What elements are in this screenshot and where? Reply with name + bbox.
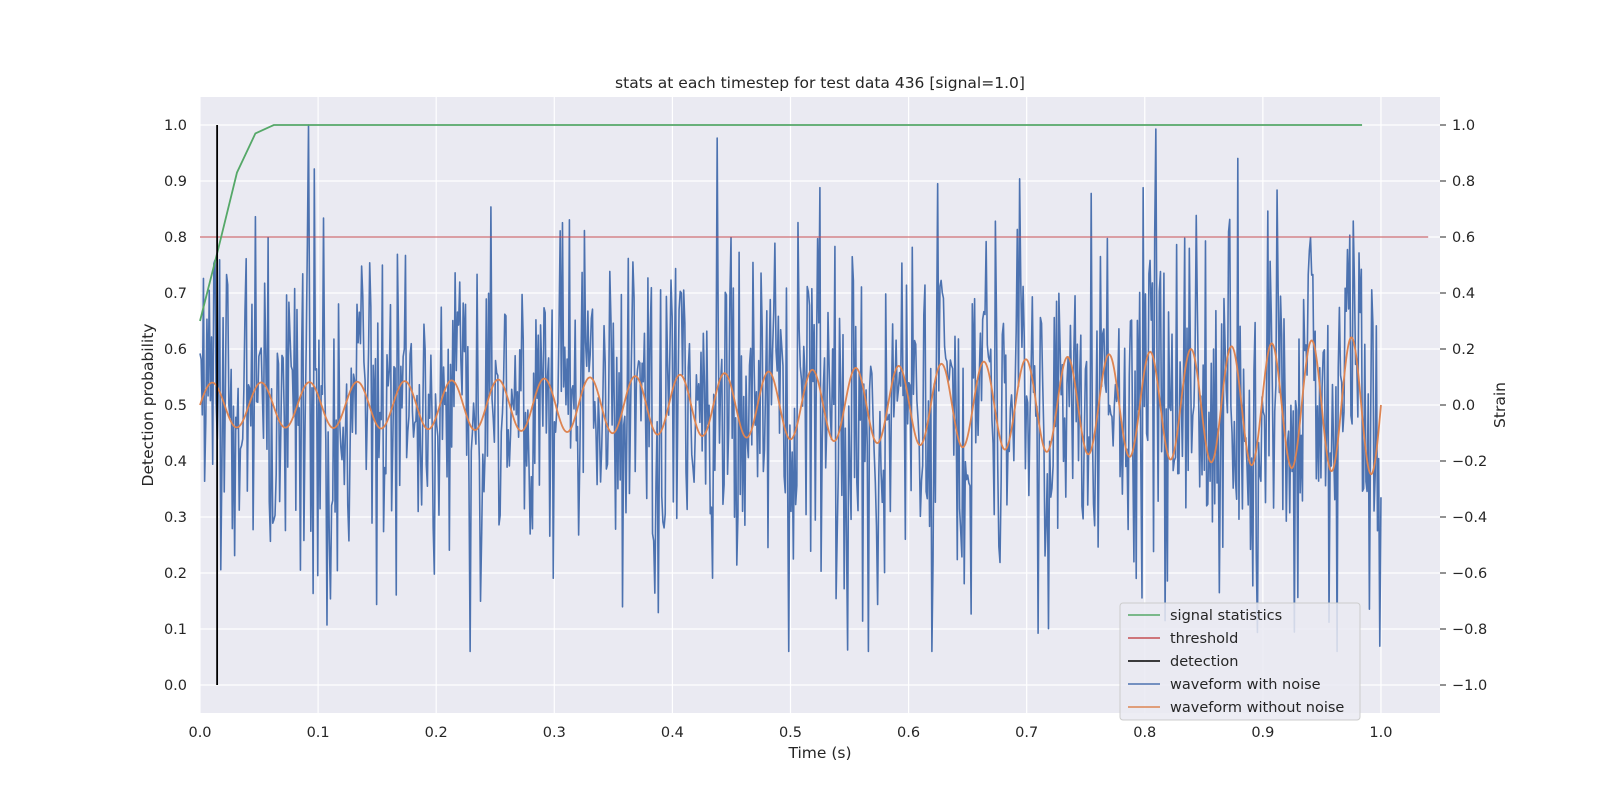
left-y-tick-label: 0.2 [164,566,187,582]
x-tick-label: 0.8 [1133,725,1156,741]
x-tick-label: 0.5 [779,725,802,741]
right-y-tick-label: −1.0 [1452,678,1487,694]
left-y-tick-label: 0.1 [164,622,187,638]
left-y-tick-label: 0.7 [164,286,187,302]
x-tick-label: 0.6 [897,725,920,741]
left-y-tick-label: 0.3 [164,510,187,526]
x-tick-label: 0.3 [543,725,566,741]
right-y-tick-label: −0.4 [1452,510,1487,526]
left-y-tick-label: 0.5 [164,398,187,414]
right-y-tick-label: −0.8 [1452,622,1487,638]
legend-label-signal-statistics: signal statistics [1170,608,1282,624]
left-y-tick-label: 0.0 [164,678,187,694]
x-tick-label: 0.7 [1015,725,1038,741]
right-y-tick-label: 0.0 [1452,398,1475,414]
legend-box [1119,602,1361,721]
chart-title: stats at each timestep for test data 436… [615,74,1025,92]
x-axis-label: Time (s) [787,744,851,762]
left-y-tick-label: 0.6 [164,342,187,358]
legend-label-waveform-without-noise: waveform without noise [1170,700,1344,716]
left-y-tick-label: 0.8 [164,230,187,246]
x-tick-label: 1.0 [1369,725,1392,741]
right-y-tick-label: 0.4 [1452,286,1475,302]
series-waveform-with-noise [199,124,1382,653]
series-waveform-without-noise [199,336,1382,476]
right-y-axis-label: Strain [1491,382,1509,428]
right-y-tick-label: −0.6 [1452,566,1487,582]
left-y-tick-label: 1.0 [164,118,187,134]
x-tick-label: 0.0 [188,725,211,741]
x-tick-label: 0.2 [425,725,448,741]
left-y-tick-label: 0.9 [164,174,187,190]
legend-label-waveform-with-noise: waveform with noise [1170,677,1321,693]
left-y-tick-label: 0.4 [164,454,187,470]
series [199,124,1429,685]
x-axis-ticks: 0.0 0.1 0.2 0.3 0.4 0.5 0.6 0.7 0.8 0.9 1.0 [188,725,1392,741]
legend-label-detection: detection [1170,654,1238,670]
right-y-tick-label: 1.0 [1452,118,1475,134]
right-y-axis-ticks: −1.0 −0.8 −0.6 −0.4 −0.2 0.0 0.2 0.4 0.6 0.8 1.0 [1440,118,1487,694]
x-tick-label: 0.9 [1251,725,1274,741]
right-y-tick-label: 0.2 [1452,342,1475,358]
right-y-tick-label: −0.2 [1452,454,1487,470]
legend-label-threshold: threshold [1170,631,1238,647]
x-tick-label: 0.4 [661,725,684,741]
left-y-axis-label: Detection probability [139,324,157,487]
left-y-axis-ticks: 0.0 0.1 0.2 0.3 0.4 0.5 0.6 0.7 0.8 0.9 1.0 [164,118,187,694]
series-signal-statistics [199,124,1363,322]
right-y-tick-label: 0.6 [1452,230,1475,246]
right-y-tick-label: 0.8 [1452,174,1475,190]
x-tick-label: 0.1 [307,725,330,741]
legend: signal statistics threshold detection wa… [1119,602,1361,721]
